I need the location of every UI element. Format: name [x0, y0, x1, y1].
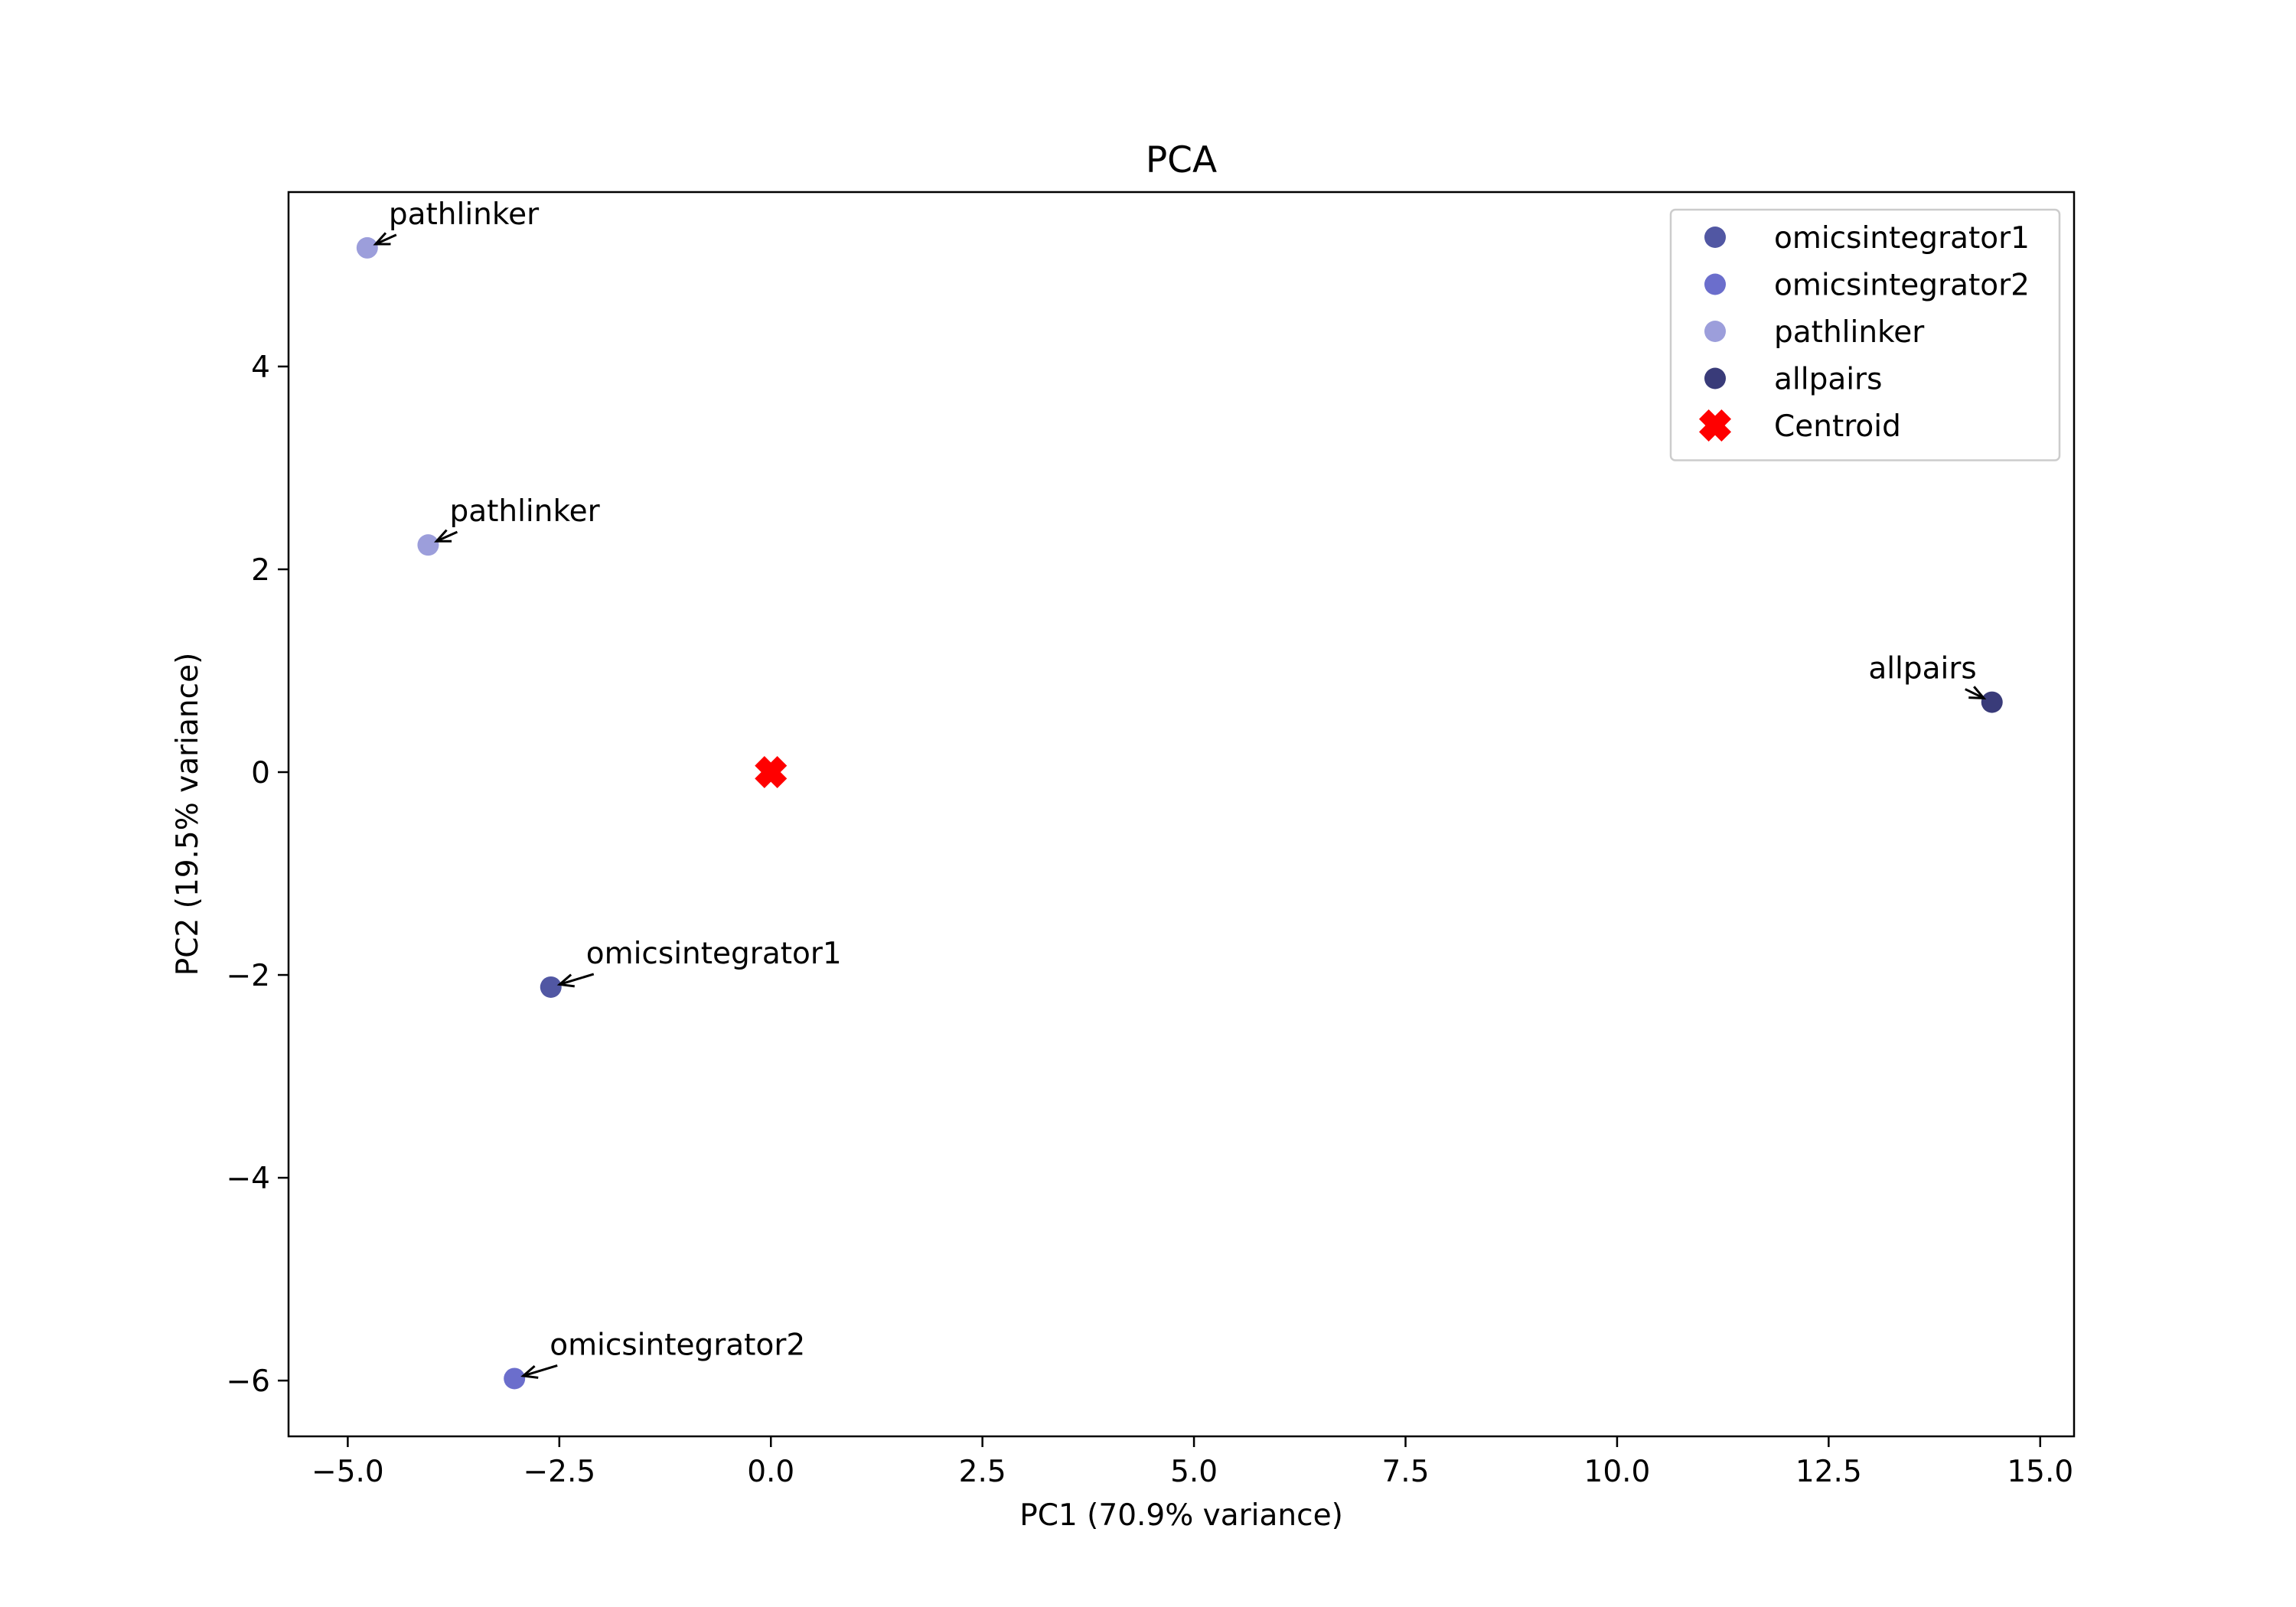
- scatter-point: [504, 1367, 526, 1390]
- y-axis-label: PC2 (19.5% variance): [171, 653, 205, 976]
- y-axis: −6 −4 −2 0 2 4: [227, 350, 289, 1399]
- annotation-arrow: [1965, 688, 1985, 699]
- legend-marker: [1699, 409, 1731, 442]
- scatter-point: [540, 976, 562, 998]
- x-tick-label: 15.0: [2007, 1455, 2073, 1489]
- annotation-arrow: [435, 530, 458, 543]
- legend-entry: pathlinker: [1774, 315, 1925, 350]
- x-tick-label: −5.0: [311, 1455, 384, 1489]
- point-annotation: omicsintegrator1: [586, 937, 842, 971]
- plot-marks: omicsintegrator1 omicsintegrator2 pathlink…: [356, 197, 2003, 1390]
- plot-frame: [287, 191, 2076, 1438]
- legend-entry: allpairs: [1774, 363, 1882, 397]
- x-tick-label: 10.0: [1584, 1455, 1651, 1489]
- scatter-point: [1981, 691, 2003, 713]
- legend-marker: [1704, 367, 1726, 390]
- legend-entry: Centroid: [1774, 409, 1901, 444]
- annotation-arrowhead: [373, 232, 391, 246]
- legend-marker: [1704, 273, 1726, 295]
- y-tick-label: 4: [251, 350, 270, 385]
- y-tick-label: −6: [227, 1364, 271, 1399]
- annotation-arrowhead: [556, 973, 575, 988]
- annotation-arrow: [559, 973, 595, 986]
- y-tick-label: 2: [251, 553, 270, 588]
- point-annotation: allpairs: [1868, 652, 1976, 686]
- legend-marker: [1704, 227, 1726, 248]
- annotation-arrow: [523, 1364, 558, 1377]
- scatter-point: [417, 534, 439, 556]
- legend-box: [1669, 208, 2061, 461]
- x-tick-label: −2.5: [523, 1455, 595, 1489]
- x-tick-label: 2.5: [959, 1455, 1006, 1489]
- annotation-arrowhead: [520, 1364, 539, 1379]
- annotation-arrow: [375, 233, 397, 246]
- x-tick-label: 5.0: [1170, 1455, 1218, 1489]
- x-tick-label: 12.5: [1795, 1455, 1862, 1489]
- legend-marker: [1704, 321, 1726, 342]
- chart-title: PCA: [1146, 139, 1217, 181]
- legend: omicsintegrator1 omicsintegrator2 pathlink…: [1669, 208, 2061, 461]
- scatter-point: [356, 236, 378, 259]
- x-tick-label: 0.0: [747, 1455, 794, 1489]
- annotation-arrowhead: [1968, 686, 1987, 699]
- annotation-arrowhead: [434, 529, 452, 543]
- x-axis: −5.0 −2.5 0.0 2.5 5.0 7.5 10.0 12.5 15.0: [311, 1436, 2073, 1489]
- point-annotation: pathlinker: [389, 197, 540, 232]
- x-tick-label: 7.5: [1381, 1455, 1429, 1489]
- point-annotation: omicsintegrator2: [550, 1328, 805, 1362]
- y-tick-label: −2: [227, 959, 271, 993]
- legend-entry: omicsintegrator1: [1774, 221, 2030, 256]
- legend-entry: omicsintegrator2: [1774, 269, 2030, 303]
- point-annotation: pathlinker: [449, 494, 600, 529]
- y-tick-label: 0: [251, 756, 270, 790]
- x-axis-label: PC1 (70.9% variance): [1019, 1498, 1343, 1533]
- y-tick-label: −4: [227, 1162, 271, 1196]
- centroid-marker: [755, 756, 788, 789]
